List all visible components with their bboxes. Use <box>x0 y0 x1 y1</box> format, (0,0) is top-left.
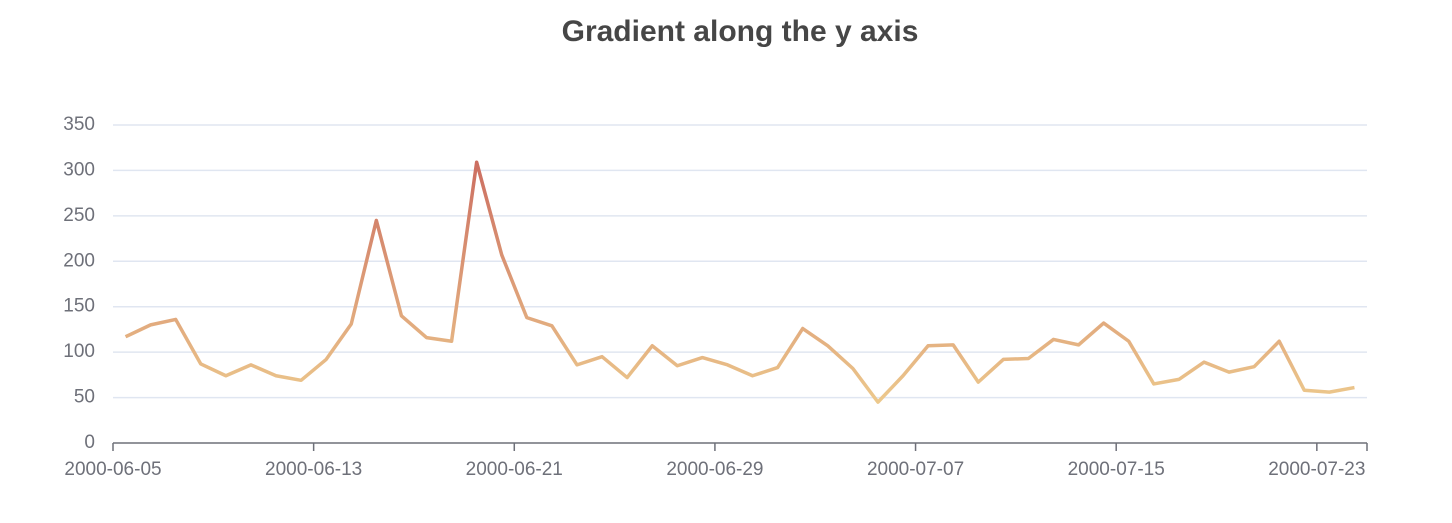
x-tick-label: 2000-07-07 <box>867 459 964 480</box>
y-tick-label: 200 <box>63 250 95 271</box>
x-tick-label: 2000-06-05 <box>64 459 161 480</box>
x-tick-label: 2000-07-23 <box>1268 459 1365 480</box>
x-tick-label: 2000-06-29 <box>666 459 763 480</box>
y-tick-label: 350 <box>63 114 95 135</box>
x-tick-label: 2000-06-21 <box>466 459 563 480</box>
y-tick-label: 100 <box>63 341 95 362</box>
x-tick-label: 2000-06-13 <box>265 459 362 480</box>
y-tick-label: 150 <box>63 296 95 317</box>
y-tick-label: 250 <box>63 205 95 226</box>
chart-title: Gradient along the y axis <box>562 15 919 48</box>
line <box>124 160 1355 404</box>
x-tick-label: 2000-07-15 <box>1068 459 1165 480</box>
y-tick-label: 300 <box>63 159 95 180</box>
y-tick-label: 0 <box>84 432 95 453</box>
y-tick-label: 50 <box>74 387 95 408</box>
